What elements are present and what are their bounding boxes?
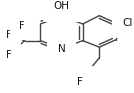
Text: F: F — [77, 77, 82, 87]
Text: OH: OH — [54, 1, 70, 11]
Text: F: F — [6, 50, 11, 60]
Text: N: N — [58, 44, 66, 54]
Text: F: F — [19, 21, 25, 31]
Text: F: F — [6, 30, 11, 40]
Text: Cl: Cl — [123, 18, 133, 28]
